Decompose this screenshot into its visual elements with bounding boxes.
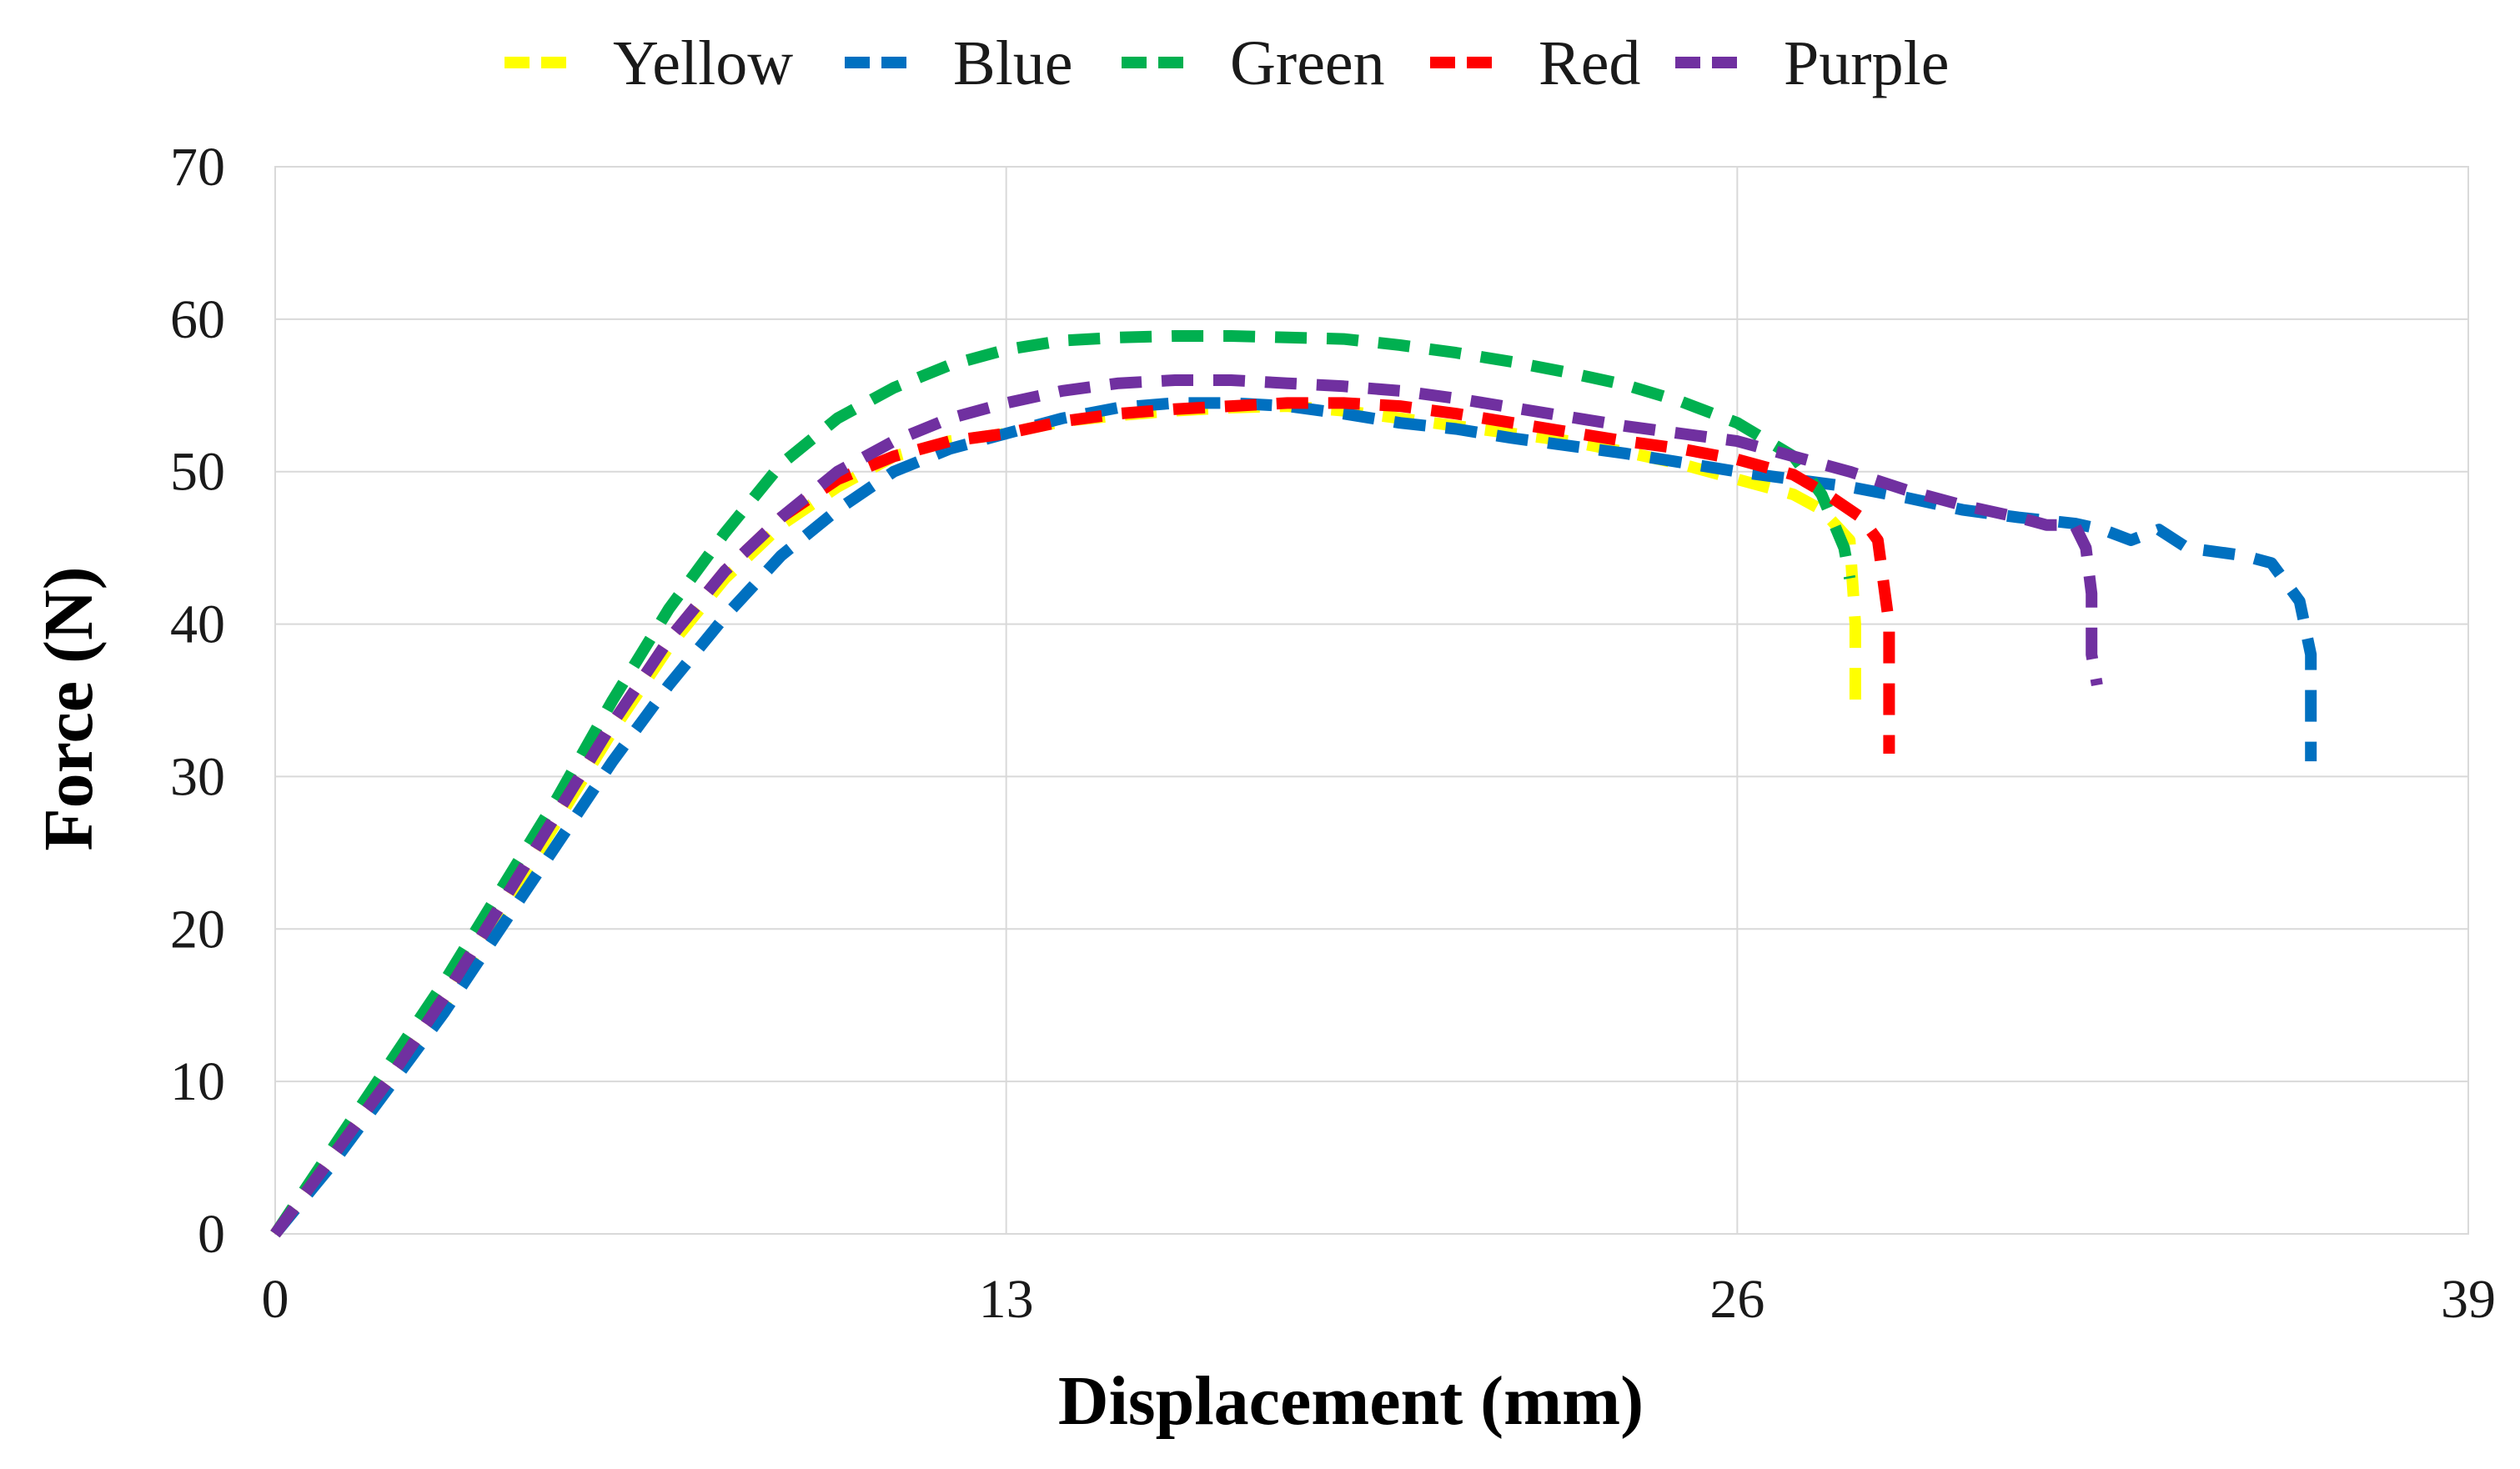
legend-label: Purple (1784, 28, 1949, 98)
legend-item-purple: Purple (1675, 28, 1949, 98)
series-line-blue (270, 397, 2317, 1238)
y-tick-label: 70 (170, 137, 225, 198)
y-tick-label: 40 (170, 594, 225, 655)
y-tick-label: 60 (170, 289, 225, 350)
x-tick-label: 0 (262, 1269, 289, 1330)
x-tick-label: 39 (2441, 1269, 2496, 1330)
legend-item-green: Green (1122, 28, 1385, 98)
series-line-red (270, 397, 1895, 1238)
grid-layer (274, 166, 2469, 1235)
series-line-green (270, 330, 1856, 1237)
legend-item-red: Red (1430, 28, 1640, 98)
legend-label: Green (1230, 28, 1385, 98)
y-tick-label: 0 (198, 1204, 225, 1265)
x-tick-label: 13 (979, 1269, 1034, 1330)
series-line-yellow (270, 400, 1861, 1238)
legend-label: Blue (953, 28, 1073, 98)
axis-layer: 0 10 20 30 40 50 60 70 0 13 26 39 (170, 137, 2496, 1330)
x-axis-title: Displacement (mm) (1058, 1362, 1644, 1440)
legend-item-yellow: Yellow (505, 28, 793, 98)
legend: Yellow Blue Green Red Purple (505, 28, 1949, 98)
x-tick-label: 26 (1709, 1269, 1765, 1330)
plot-area-frame (274, 166, 2469, 1235)
series-layer (270, 330, 2317, 1238)
legend-label: Red (1539, 28, 1640, 98)
y-tick-label: 30 (170, 746, 225, 807)
legend-item-blue: Blue (845, 28, 1073, 98)
y-tick-label: 10 (170, 1051, 225, 1112)
y-tick-label: 20 (170, 899, 225, 960)
y-axis-title: Force (N) (30, 566, 108, 850)
y-tick-label: 50 (170, 442, 225, 503)
legend-label: Yellow (613, 28, 793, 98)
series-line-purple (270, 374, 2103, 1238)
